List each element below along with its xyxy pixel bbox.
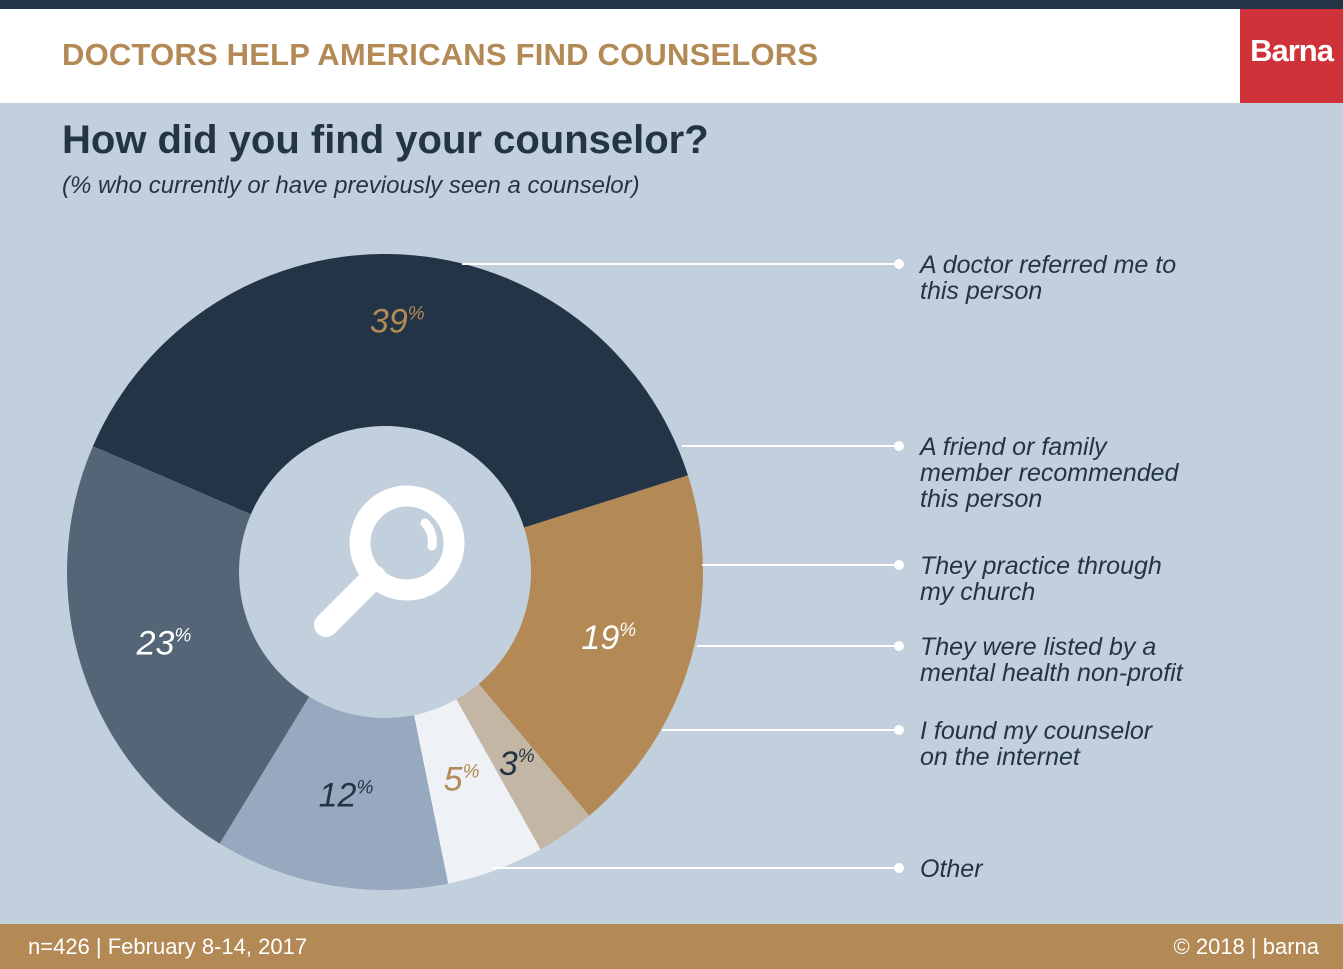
leader-dot-6 bbox=[894, 863, 904, 873]
legend-entry-1: A doctor referred me to this person bbox=[918, 251, 1176, 305]
slice-value-label-2: 19% bbox=[581, 619, 636, 657]
legend-entry-6: Other bbox=[920, 855, 984, 883]
top-accent-bar bbox=[0, 0, 1343, 9]
footer-copyright: © 2018 | barna bbox=[1173, 934, 1319, 959]
pie-slice-1 bbox=[92, 254, 688, 572]
header-title: DOCTORS HELP AMERICANS FIND COUNSELORS bbox=[62, 37, 819, 72]
slice-value-label-5: 12% bbox=[319, 777, 374, 815]
leader-dot-4 bbox=[894, 641, 904, 651]
chart-subtitle: (% who currently or have previously seen… bbox=[62, 172, 640, 199]
donut-hole bbox=[239, 426, 531, 718]
slice-value-label-3: 3% bbox=[499, 745, 535, 783]
legend: A doctor referred me to this person A frie… bbox=[918, 251, 1184, 883]
slice-value-label-6: 23% bbox=[136, 625, 192, 663]
legend-leader-lines bbox=[462, 259, 904, 873]
chart-title: How did you find your counselor? bbox=[62, 118, 709, 162]
legend-entry-2: A friend or family member recommended this… bbox=[918, 433, 1180, 513]
leader-dot-3 bbox=[894, 560, 904, 570]
slice-labels: 39% 19% 3% 5% 12% 23% bbox=[136, 302, 637, 814]
slice-value-label-4: 5% bbox=[444, 760, 480, 798]
leader-dot-5 bbox=[894, 725, 904, 735]
footer: n=426 | February 8-14, 2017 © 2018 | bar… bbox=[0, 924, 1343, 969]
slice-value-label-1: 39% bbox=[370, 302, 425, 340]
leader-dot-1 bbox=[894, 259, 904, 269]
header: DOCTORS HELP AMERICANS FIND COUNSELORS B… bbox=[0, 9, 1343, 103]
legend-entry-3: They practice through my church bbox=[920, 552, 1162, 606]
leader-dot-2 bbox=[894, 441, 904, 451]
footer-sample-info: n=426 | February 8-14, 2017 bbox=[28, 934, 308, 959]
magnifying-glass-icon bbox=[314, 485, 465, 637]
legend-entry-5: I found my counselor on the internet bbox=[920, 717, 1154, 771]
barna-logo: Barna bbox=[1240, 9, 1343, 103]
legend-entry-4: They were listed by a mental health non-p… bbox=[920, 633, 1184, 687]
